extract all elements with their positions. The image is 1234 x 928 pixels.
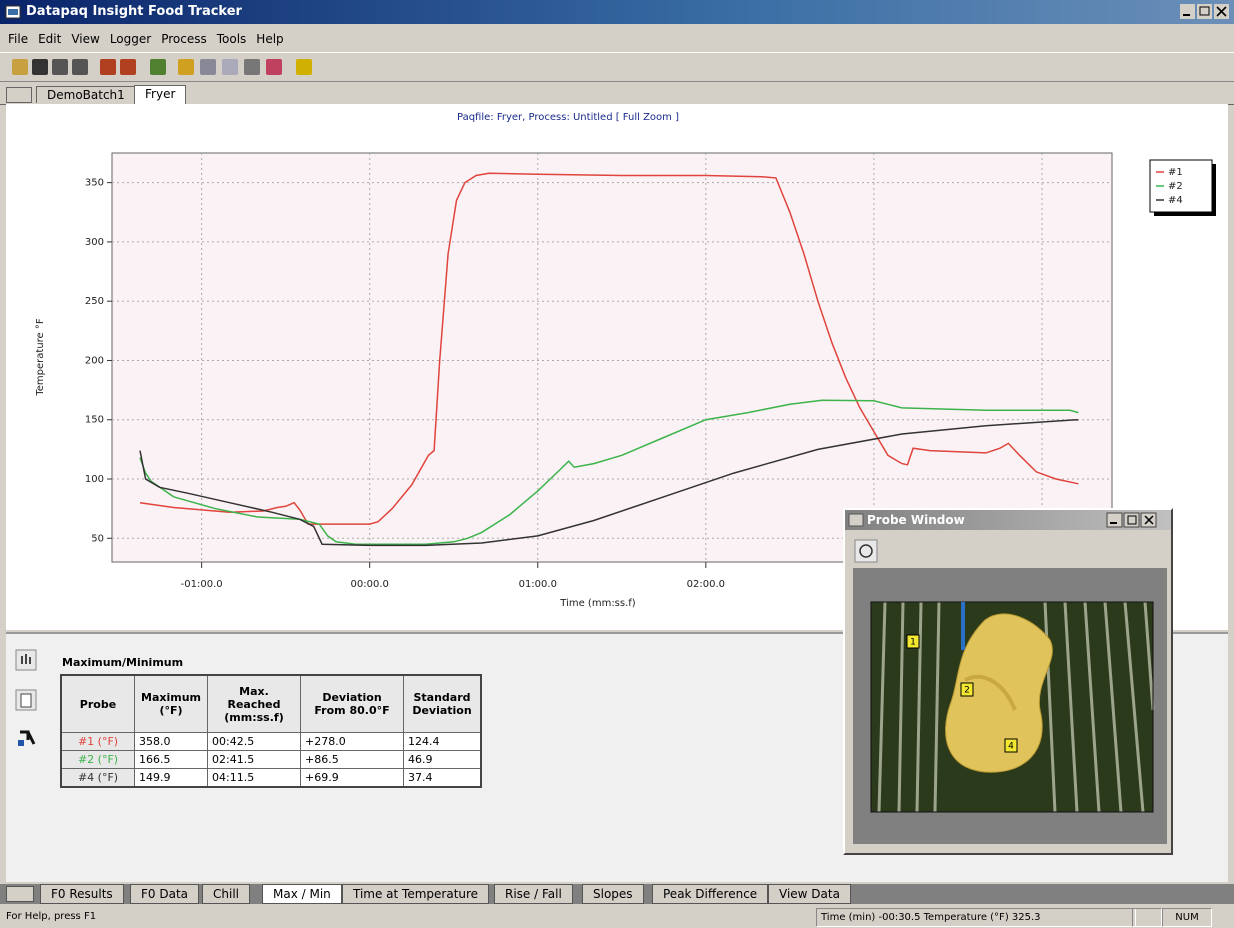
column-header: Probe bbox=[61, 675, 135, 733]
status-readout: Time (min) -00:30.5 Temperature (°F) 325… bbox=[816, 908, 1136, 927]
value-cell: +86.5 bbox=[301, 751, 404, 769]
y-axis-label: Temperature °F bbox=[35, 318, 46, 397]
value-cell: +69.9 bbox=[301, 769, 404, 788]
probe-marker-label: 2 bbox=[964, 686, 970, 696]
y-tick-label: 350 bbox=[85, 178, 104, 189]
status-num: NUM bbox=[1162, 908, 1212, 927]
chart-title: Paqfile: Fryer, Process: Untitled [ Full… bbox=[457, 112, 679, 123]
y-tick-label: 300 bbox=[85, 237, 104, 248]
value-cell: 37.4 bbox=[404, 769, 482, 788]
value-cell: +278.0 bbox=[301, 733, 404, 751]
probe-cell: #4 (°F) bbox=[61, 769, 135, 788]
x-tick-label: -01:00.0 bbox=[181, 579, 223, 590]
value-cell: 46.9 bbox=[404, 751, 482, 769]
y-tick-label: 150 bbox=[85, 415, 104, 426]
table-row: #2 (°F)166.502:41.5+86.546.9 bbox=[61, 751, 481, 769]
y-tick-label: 250 bbox=[85, 296, 104, 307]
page: { "window": {"title": "Datapaq Insight F… bbox=[0, 0, 1234, 928]
status-caps bbox=[1132, 908, 1162, 927]
column-header: Max. Reached (mm:ss.f) bbox=[208, 675, 301, 733]
tab-scroll[interactable] bbox=[6, 886, 34, 902]
status-bar: For Help, press F1 Time (min) -00:30.5 T… bbox=[0, 906, 1234, 928]
bottom-tab[interactable]: Slopes bbox=[582, 884, 644, 904]
bottom-tab[interactable]: F0 Data bbox=[130, 884, 199, 904]
bottom-tab[interactable]: F0 Results bbox=[40, 884, 124, 904]
probe-marker-label: 1 bbox=[910, 638, 916, 648]
value-cell: 124.4 bbox=[404, 733, 482, 751]
bottom-tab[interactable]: Peak Difference bbox=[652, 884, 768, 904]
x-tick-label: 01:00.0 bbox=[519, 579, 557, 590]
value-cell: 358.0 bbox=[135, 733, 208, 751]
bottom-tab[interactable]: View Data bbox=[768, 884, 851, 904]
probe-cell: #1 (°F) bbox=[61, 733, 135, 751]
column-header: Maximum (°F) bbox=[135, 675, 208, 733]
side-icons[interactable] bbox=[14, 648, 38, 758]
y-tick-label: 50 bbox=[91, 533, 104, 544]
probe-body: 1 2 4 bbox=[845, 510, 1171, 853]
x-tick-label: 02:00.0 bbox=[687, 579, 725, 590]
y-tick-label: 200 bbox=[85, 355, 104, 366]
value-cell: 02:41.5 bbox=[208, 751, 301, 769]
legend-label: #4 bbox=[1168, 195, 1183, 206]
x-tick-label: 00:00.0 bbox=[351, 579, 389, 590]
table-title: Maximum/Minimum bbox=[62, 656, 183, 669]
status-help: For Help, press F1 bbox=[2, 908, 100, 925]
bottom-tab[interactable]: Rise / Fall bbox=[494, 884, 573, 904]
y-tick-label: 100 bbox=[85, 474, 104, 485]
bottom-tab[interactable]: Max / Min bbox=[262, 884, 342, 904]
legend: #1 #2 #4 bbox=[1150, 160, 1216, 216]
bottom-tab[interactable]: Chill bbox=[202, 884, 250, 904]
probe-cell: #2 (°F) bbox=[61, 751, 135, 769]
value-cell: 00:42.5 bbox=[208, 733, 301, 751]
table-row: #1 (°F)358.000:42.5+278.0124.4 bbox=[61, 733, 481, 751]
app: Datapaq Insight Food Tracker FileEditVie… bbox=[0, 0, 1234, 928]
column-header: Standard Deviation bbox=[404, 675, 482, 733]
legend-label: #1 bbox=[1168, 167, 1183, 178]
value-cell: 04:11.5 bbox=[208, 769, 301, 788]
bottom-tab[interactable]: Time at Temperature bbox=[342, 884, 489, 904]
probe-marker-label: 4 bbox=[1008, 742, 1014, 752]
side-tools bbox=[14, 648, 44, 761]
value-cell: 149.9 bbox=[135, 769, 208, 788]
legend-label: #2 bbox=[1168, 181, 1183, 192]
x-axis-label: Time (mm:ss.f) bbox=[559, 598, 636, 609]
value-cell: 166.5 bbox=[135, 751, 208, 769]
column-header: Deviation From 80.0°F bbox=[301, 675, 404, 733]
plot-area bbox=[112, 153, 1112, 562]
